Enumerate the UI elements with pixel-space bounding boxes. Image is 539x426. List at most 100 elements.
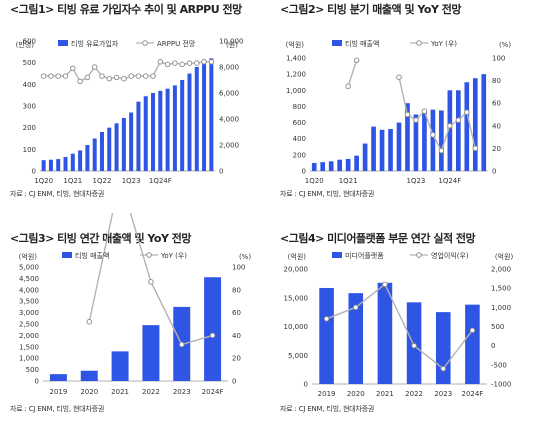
line-marker bbox=[62, 73, 69, 79]
legend-line-label: 영업이익(우) bbox=[431, 251, 469, 260]
y-tick-label: 1,000 bbox=[286, 87, 306, 95]
line-marker bbox=[91, 64, 98, 70]
y-tick-label: 3,500 bbox=[19, 298, 39, 306]
line-marker bbox=[323, 316, 330, 322]
bar bbox=[99, 132, 104, 171]
x-tick-label: 2022 bbox=[405, 390, 423, 398]
line-marker bbox=[113, 74, 120, 81]
y2-tick-label: 0 bbox=[492, 168, 496, 176]
bar bbox=[194, 67, 199, 171]
y-tick-label: 2,500 bbox=[19, 321, 39, 329]
bar bbox=[472, 78, 478, 171]
chart-source: 자료 : CJ ENM, 티빙, 현대차증권 bbox=[280, 405, 375, 413]
x-tick-label: 1Q21 bbox=[339, 177, 358, 185]
line-marker bbox=[178, 341, 185, 348]
legend-line-label: YoY (우) bbox=[160, 252, 187, 260]
x-tick-label: 2019 bbox=[50, 388, 68, 396]
y2-tick-label: 60 bbox=[232, 309, 241, 317]
y2-tick-label: 0 bbox=[491, 342, 495, 350]
chart-svg: (억원) (억원) 0 5,000 10,000 15,000 20,000 -1000 -50… bbox=[284, 251, 514, 398]
y2-tick-label: 0 bbox=[232, 378, 236, 386]
line-marker bbox=[106, 75, 113, 82]
legend-bar-label: 미디어플랫폼 bbox=[345, 251, 384, 260]
y-tick-label: 1,400 bbox=[286, 55, 306, 63]
y-tick-label: 4,500 bbox=[19, 275, 39, 283]
chart-panel-1: <그림1> 티빙 유료 가입자수 추이 및 ARPPU 전망 (만명) (원) 0 1… bbox=[0, 0, 269, 213]
line-marker bbox=[135, 73, 142, 79]
y-tick-label: 3,000 bbox=[19, 309, 39, 317]
right-axis-unit: (억원) bbox=[495, 252, 514, 261]
line-marker bbox=[411, 342, 417, 349]
chart-panel-4: <그림4> 미디어플랫폼 부문 연간 실적 전망 (억원) (억원) 0 5,000 1… bbox=[270, 213, 539, 426]
bar bbox=[187, 73, 192, 171]
line-marker bbox=[464, 109, 470, 115]
legend-line-label: ARPPU 전망 bbox=[157, 39, 196, 48]
line-marker bbox=[142, 73, 149, 79]
line-marker bbox=[352, 304, 359, 311]
bar bbox=[63, 156, 68, 171]
x-tick-label: 2024F bbox=[202, 388, 224, 396]
line-marker bbox=[208, 59, 215, 65]
line-marker bbox=[440, 365, 446, 372]
y-tick-label: 0 bbox=[35, 378, 39, 386]
y2-tick-label: 1,000 bbox=[491, 304, 511, 312]
bar bbox=[85, 145, 90, 171]
bar bbox=[209, 58, 214, 172]
line-marker bbox=[438, 147, 445, 154]
line-marker bbox=[84, 74, 91, 81]
line-marker bbox=[99, 73, 105, 79]
right-axis-unit: (원) bbox=[226, 40, 238, 49]
bar bbox=[41, 160, 46, 171]
y-tick-label: 500 bbox=[23, 59, 36, 67]
y-tick-label: 0 bbox=[304, 381, 308, 389]
y2-tick-label: 500 bbox=[491, 323, 504, 331]
y2-tick-label: 40 bbox=[232, 332, 241, 340]
bar bbox=[456, 90, 461, 171]
bar bbox=[396, 122, 402, 171]
line-marker bbox=[128, 73, 134, 79]
y-tick-label: 5,000 bbox=[288, 352, 308, 360]
chart-source: 자료 : CJ ENM, 티빙, 현대차증권 bbox=[10, 190, 105, 198]
line-marker bbox=[40, 73, 47, 79]
series-line bbox=[88, 213, 213, 346]
line-marker bbox=[186, 60, 193, 66]
y-tick-label: 100 bbox=[23, 146, 36, 154]
x-tick-label: 2019 bbox=[318, 390, 336, 398]
bar bbox=[111, 351, 129, 381]
y2-tick-label: 40 bbox=[492, 122, 501, 130]
bar bbox=[48, 159, 53, 171]
x-tick-label: 1Q20 bbox=[34, 177, 53, 185]
line-marker bbox=[209, 332, 216, 339]
line-marker bbox=[353, 57, 360, 64]
line-marker bbox=[413, 117, 419, 123]
legend-line-marker bbox=[416, 40, 422, 46]
y2-tick-label: 80 bbox=[232, 286, 241, 294]
chart-source: 자료 : CJ ENM, 티빙, 현대차증권 bbox=[10, 405, 105, 413]
y-tick-label: 600 bbox=[23, 38, 36, 46]
right-axis-unit: (%) bbox=[499, 41, 511, 49]
bar bbox=[202, 62, 207, 171]
bar bbox=[172, 85, 177, 171]
bar bbox=[481, 74, 487, 171]
legend-line-marker bbox=[142, 40, 148, 46]
line-marker bbox=[430, 132, 436, 138]
bar bbox=[362, 143, 368, 171]
chart-svg: (억원) (%) 0 500 1,000 1,500 2,000 2,500 3,000 3,50… bbox=[19, 213, 251, 396]
x-tick-label: 2021 bbox=[111, 388, 129, 396]
bar bbox=[107, 127, 112, 171]
bar bbox=[464, 82, 470, 171]
x-tick-label: 1Q24F bbox=[438, 177, 461, 185]
bar bbox=[80, 370, 98, 381]
bar bbox=[56, 159, 61, 171]
line-marker bbox=[455, 117, 462, 123]
y2-tick-label: 80 bbox=[492, 77, 501, 85]
y-tick-label: 0 bbox=[32, 168, 36, 176]
line-marker bbox=[55, 73, 61, 79]
right-axis-unit: (%) bbox=[239, 253, 251, 261]
bar bbox=[435, 312, 451, 384]
legend-bar-label: 티빙 유료가입자 bbox=[71, 39, 119, 48]
bar bbox=[377, 282, 393, 384]
bar bbox=[142, 325, 160, 381]
bar bbox=[180, 80, 185, 171]
y-tick-label: 500 bbox=[26, 366, 39, 374]
